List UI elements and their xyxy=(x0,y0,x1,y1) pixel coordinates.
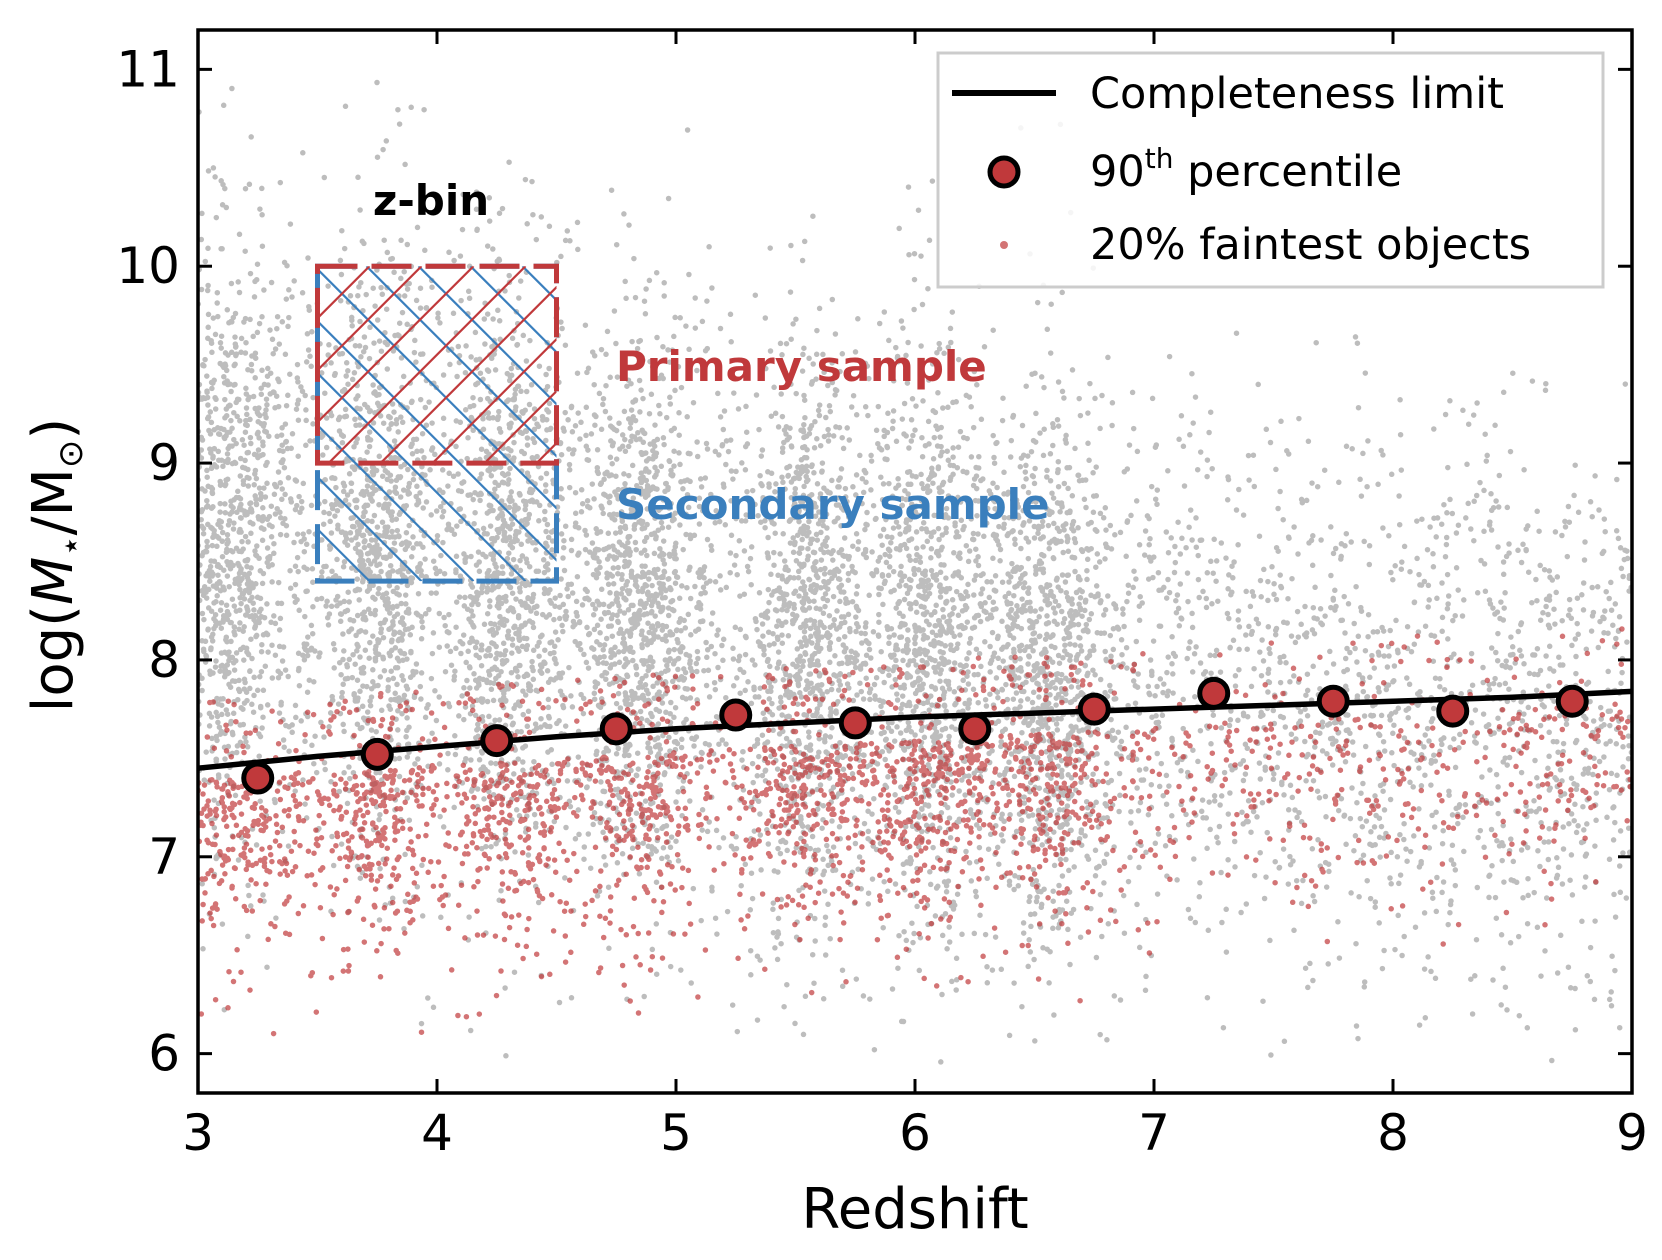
percentile-point xyxy=(1197,676,1231,710)
ylabel-slash: /M xyxy=(21,468,86,535)
x-tick-label: 3 xyxy=(182,1104,214,1162)
x-tick-label: 4 xyxy=(421,1104,453,1162)
primary-box-outline xyxy=(315,263,559,466)
x-tick-label: 7 xyxy=(1138,1104,1170,1162)
percentile-point xyxy=(958,712,992,746)
zbin-label: z-bin xyxy=(373,176,489,225)
legend-percentile-rest: percentile xyxy=(1173,147,1402,197)
y-tick-label: 11 xyxy=(116,40,180,98)
percentile-point xyxy=(1436,694,1470,728)
legend-dot-swatch xyxy=(1000,241,1008,249)
ylabel-mass-subscript: ⋆ xyxy=(51,535,91,556)
completeness-line xyxy=(197,688,1633,771)
axis-ticks: 3 4 5 6 7 8 9 6 7 8 9 10 11 xyxy=(116,30,1648,1162)
percentile-points xyxy=(241,676,1589,795)
secondary-sample-label: Secondary sample xyxy=(616,480,1050,529)
y-tick-label: 10 xyxy=(116,237,180,295)
faintest-objects-points xyxy=(198,626,1632,1037)
legend-percentile-sup: th xyxy=(1145,142,1174,175)
percentile-point xyxy=(719,698,753,732)
percentile-point xyxy=(838,706,872,740)
y-tick-label: 7 xyxy=(148,828,180,886)
legend-label-completeness: Completeness limit xyxy=(1090,69,1504,119)
ylabel-suffix: ) xyxy=(21,418,86,440)
y-tick-label: 9 xyxy=(148,434,180,492)
y-axis-title: log(M⋆/M⊙) xyxy=(21,418,91,712)
x-tick-label: 5 xyxy=(660,1104,692,1162)
legend-label-faintest: 20% faintest objects xyxy=(1090,220,1531,270)
legend-label-percentile: 90th percentile xyxy=(1090,142,1402,197)
scatter-points xyxy=(198,79,1632,1065)
x-tick-label: 8 xyxy=(1377,1104,1409,1162)
y-tick-label: 8 xyxy=(148,631,180,689)
zbin-hatching xyxy=(317,266,557,582)
legend-percentile-base: 90 xyxy=(1090,147,1145,197)
percentile-point xyxy=(599,712,633,746)
ylabel-sun-subscript: ⊙ xyxy=(51,440,91,469)
zbin-box xyxy=(315,263,559,584)
percentile-point xyxy=(1077,692,1111,726)
percentile-point xyxy=(1555,684,1589,718)
percentile-point xyxy=(360,737,394,771)
x-tick-label: 6 xyxy=(899,1104,931,1162)
primary-sample-label: Primary sample xyxy=(616,342,987,391)
percentile-point xyxy=(241,761,275,795)
percentile-point xyxy=(1316,684,1350,718)
x-tick-label: 9 xyxy=(1616,1104,1648,1162)
legend-circle-swatch xyxy=(987,155,1021,189)
x-axis-title: Redshift xyxy=(801,1177,1028,1242)
completeness-line-layer xyxy=(197,688,1633,771)
ylabel-mass-symbol: M xyxy=(21,557,86,605)
legend: Completeness limit 90th percentile 20% f… xyxy=(936,51,1605,289)
ylabel-prefix: log( xyxy=(21,605,86,712)
percentile-point xyxy=(480,724,514,758)
y-tick-label: 6 xyxy=(148,1025,180,1083)
primary-hatch xyxy=(317,266,557,464)
